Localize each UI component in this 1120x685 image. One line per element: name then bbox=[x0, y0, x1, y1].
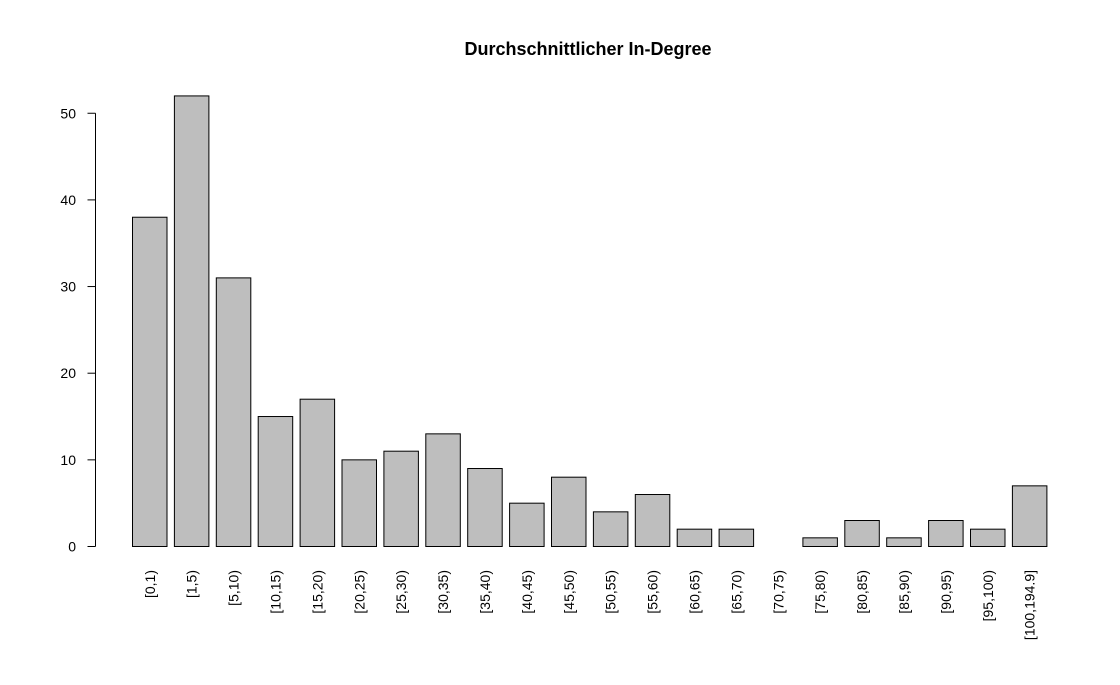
y-tick-label: 40 bbox=[60, 192, 76, 208]
bar bbox=[509, 502, 545, 547]
x-tick-label: [15,20) bbox=[309, 570, 325, 614]
y-axis: 0 10 20 30 40 50 bbox=[60, 105, 96, 555]
x-tick-label: [10,15) bbox=[267, 570, 283, 614]
x-tick-labels: [0,1) [1,5) [5,10) [10,15) [15,20) [20,25) [25… bbox=[142, 570, 1038, 640]
x-tick-label: [0,1) bbox=[142, 570, 158, 598]
bar bbox=[592, 511, 629, 547]
x-tick-label: [75,80) bbox=[812, 570, 828, 614]
x-tick-label: [55,60) bbox=[645, 570, 661, 614]
x-tick-label: [35,40) bbox=[477, 570, 493, 614]
bar bbox=[676, 528, 713, 547]
x-tick-label: [60,65) bbox=[686, 570, 702, 614]
y-tick-label: 0 bbox=[68, 539, 76, 555]
y-tick-label: 10 bbox=[60, 452, 76, 468]
x-tick-label: [70,75) bbox=[770, 570, 786, 614]
x-tick-label: [50,55) bbox=[603, 570, 619, 614]
bar bbox=[257, 416, 294, 547]
bar bbox=[802, 537, 838, 548]
bar bbox=[551, 476, 587, 547]
x-tick-label: [5,10) bbox=[226, 570, 242, 606]
bar bbox=[886, 537, 922, 548]
bar bbox=[132, 216, 168, 547]
y-tick-label: 20 bbox=[60, 365, 76, 381]
bar bbox=[718, 528, 755, 547]
x-tick-label: [30,35) bbox=[435, 570, 451, 614]
x-tick-label: [100,194.9] bbox=[1022, 570, 1038, 640]
x-tick-label: [90,95) bbox=[938, 570, 954, 614]
y-tick-label: 50 bbox=[60, 105, 76, 121]
x-tick-label: [65,70) bbox=[728, 570, 744, 614]
x-tick-label: [45,50) bbox=[561, 570, 577, 614]
bar bbox=[928, 520, 964, 548]
x-tick-label: [40,45) bbox=[519, 570, 535, 614]
bar bbox=[173, 95, 210, 547]
x-tick-label: [25,30) bbox=[393, 570, 409, 614]
bar bbox=[341, 459, 377, 548]
bar bbox=[215, 277, 252, 547]
y-tick-label: 30 bbox=[60, 279, 76, 295]
bar bbox=[299, 398, 336, 547]
bar bbox=[467, 468, 503, 548]
bar bbox=[425, 433, 461, 548]
x-tick-label: [20,25) bbox=[351, 570, 367, 614]
bar bbox=[970, 528, 1006, 547]
x-tick-label: [1,5) bbox=[184, 570, 200, 598]
x-tick-label: [95,100) bbox=[980, 570, 996, 621]
x-tick-label: [85,90) bbox=[896, 570, 912, 614]
chart-title: Durchschnittlicher In-Degree bbox=[464, 39, 711, 59]
x-tick-label: [80,85) bbox=[854, 570, 870, 614]
bar bbox=[1011, 485, 1048, 547]
bars-group bbox=[132, 95, 1048, 548]
bar bbox=[634, 494, 671, 548]
bar bbox=[383, 450, 419, 547]
bar bbox=[844, 520, 880, 548]
